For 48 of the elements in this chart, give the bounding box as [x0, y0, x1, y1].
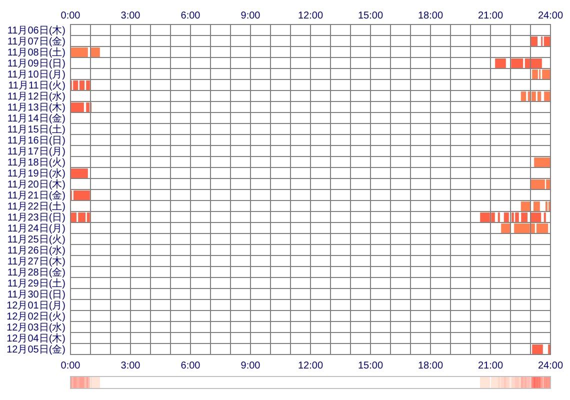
category-label: 12月04日(木) [6, 334, 66, 345]
category-label: 11月08日(土) [7, 48, 66, 59]
category-label: 11月25日(火) [7, 234, 66, 246]
x2-tick-label: 15:00 [358, 10, 384, 22]
x2-tick-label: 6:00 [180, 10, 200, 22]
category-label: 11月16日(日) [7, 136, 66, 147]
x2-tick-label: 12:00 [298, 10, 324, 22]
category-label: 11月28日(金) [7, 268, 66, 279]
category-label: 11月10日(月) [7, 70, 66, 81]
x2-tick-label: 0:00 [60, 10, 80, 22]
category-label: 11月11日(火) [8, 80, 66, 92]
x-tick-label: 3:00 [120, 360, 140, 372]
x-tick-label: 18:00 [418, 360, 444, 372]
x2-tick-label: 21:00 [478, 10, 504, 22]
category-label: 11月26日(水) [7, 246, 66, 257]
x2-tick-label: 18:00 [418, 10, 444, 22]
category-label: 11月09日(日) [7, 58, 66, 70]
category-label: 11月15日(土) [7, 124, 66, 136]
category-label: 12月03日(水) [6, 322, 66, 334]
x2-tick-label: 3:00 [120, 10, 140, 22]
category-label: 12月02日(火) [6, 312, 66, 323]
category-label: 11月12日(水) [7, 92, 66, 103]
category-label: 11月29日(土) [7, 278, 66, 290]
category-label: 11月27日(木) [7, 256, 66, 268]
category-label: 11月22日(土) [7, 202, 66, 213]
category-label: 11月07日(金) [7, 36, 66, 48]
category-label: 11月13日(木) [7, 102, 66, 114]
category-label: 11月20日(木) [7, 180, 66, 191]
category-label: 11月23日(日) [7, 212, 66, 224]
x-tick-label: 12:00 [298, 360, 324, 372]
category-label: 11月14日(金) [7, 114, 66, 125]
category-label: 11月30日(日) [7, 290, 66, 301]
x2-tick-label: 9:00 [240, 10, 260, 22]
x-tick-label: 21:00 [478, 360, 504, 372]
category-label: 11月19日(水) [7, 168, 66, 180]
x-tick-label: 6:00 [180, 360, 200, 372]
category-label: 11月06日(木) [7, 26, 66, 37]
category-label: 12月01日(月) [6, 300, 66, 312]
category-label: 11月21日(金) [7, 190, 66, 202]
category-label: 11月24日(月) [7, 224, 66, 235]
category-label: 12月05日(金) [6, 344, 66, 356]
x-tick-label: 0:00 [60, 360, 80, 372]
category-label: 11月18日(火) [7, 158, 66, 169]
category-label: 11月17日(月) [7, 146, 66, 158]
x2-tick-label: 24:00 [538, 10, 564, 22]
x-tick-label: 9:00 [240, 360, 260, 372]
x-tick-label: 24:00 [538, 360, 564, 372]
x-tick-label: 15:00 [358, 360, 384, 372]
